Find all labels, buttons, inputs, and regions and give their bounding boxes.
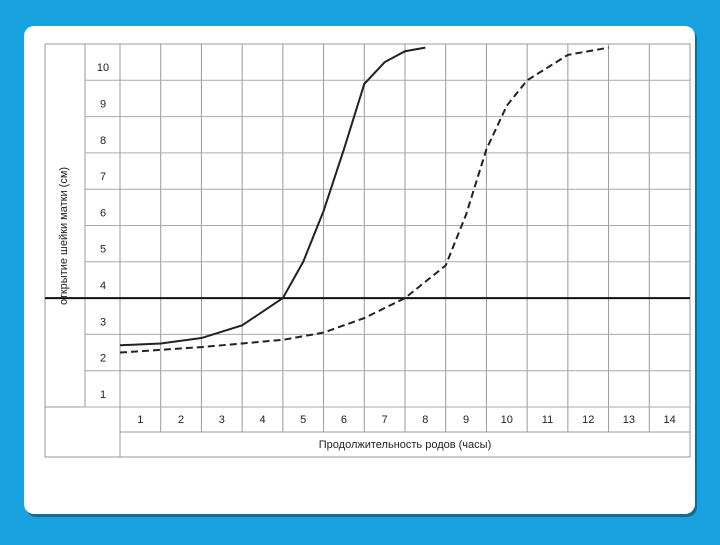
x-tick-label: 11	[542, 414, 553, 426]
curve	[119, 46, 609, 354]
y-tick-label: 6	[100, 207, 106, 219]
curve	[119, 46, 426, 347]
x-tick-label: 4	[259, 414, 265, 426]
x-tick-label: 7	[382, 414, 388, 426]
x-tick-label: 9	[463, 414, 469, 426]
y-tick-label: 9	[100, 99, 106, 111]
x-tick-label: 12	[582, 414, 594, 426]
x-tick-label: 8	[422, 414, 428, 426]
x-tick-label: 2	[178, 414, 184, 426]
x-tick-label: 14	[664, 414, 676, 426]
x-tick-label: 6	[341, 414, 347, 426]
y-tick-label: 5	[100, 244, 106, 256]
x-tick-label: 13	[623, 414, 635, 426]
y-tick-label: 3	[100, 316, 106, 328]
x-axis-title: Продолжительность родов (часы)	[319, 439, 491, 451]
y-tick-label: 2	[100, 353, 106, 365]
y-tick-label: 1	[100, 389, 106, 401]
x-tick-label: 5	[300, 414, 306, 426]
x-tick-label: 3	[219, 414, 225, 426]
y-axis-title: открытие шейки матки (см)	[58, 167, 70, 305]
chart-frame	[44, 43, 691, 458]
y-tick-label: 8	[100, 135, 106, 147]
x-tick-label: 10	[501, 414, 513, 426]
x-tick-label: 1	[137, 414, 143, 426]
y-tick-label: 4	[100, 280, 106, 292]
y-tick-label: 10	[97, 62, 109, 74]
y-tick-label: 7	[100, 171, 106, 183]
